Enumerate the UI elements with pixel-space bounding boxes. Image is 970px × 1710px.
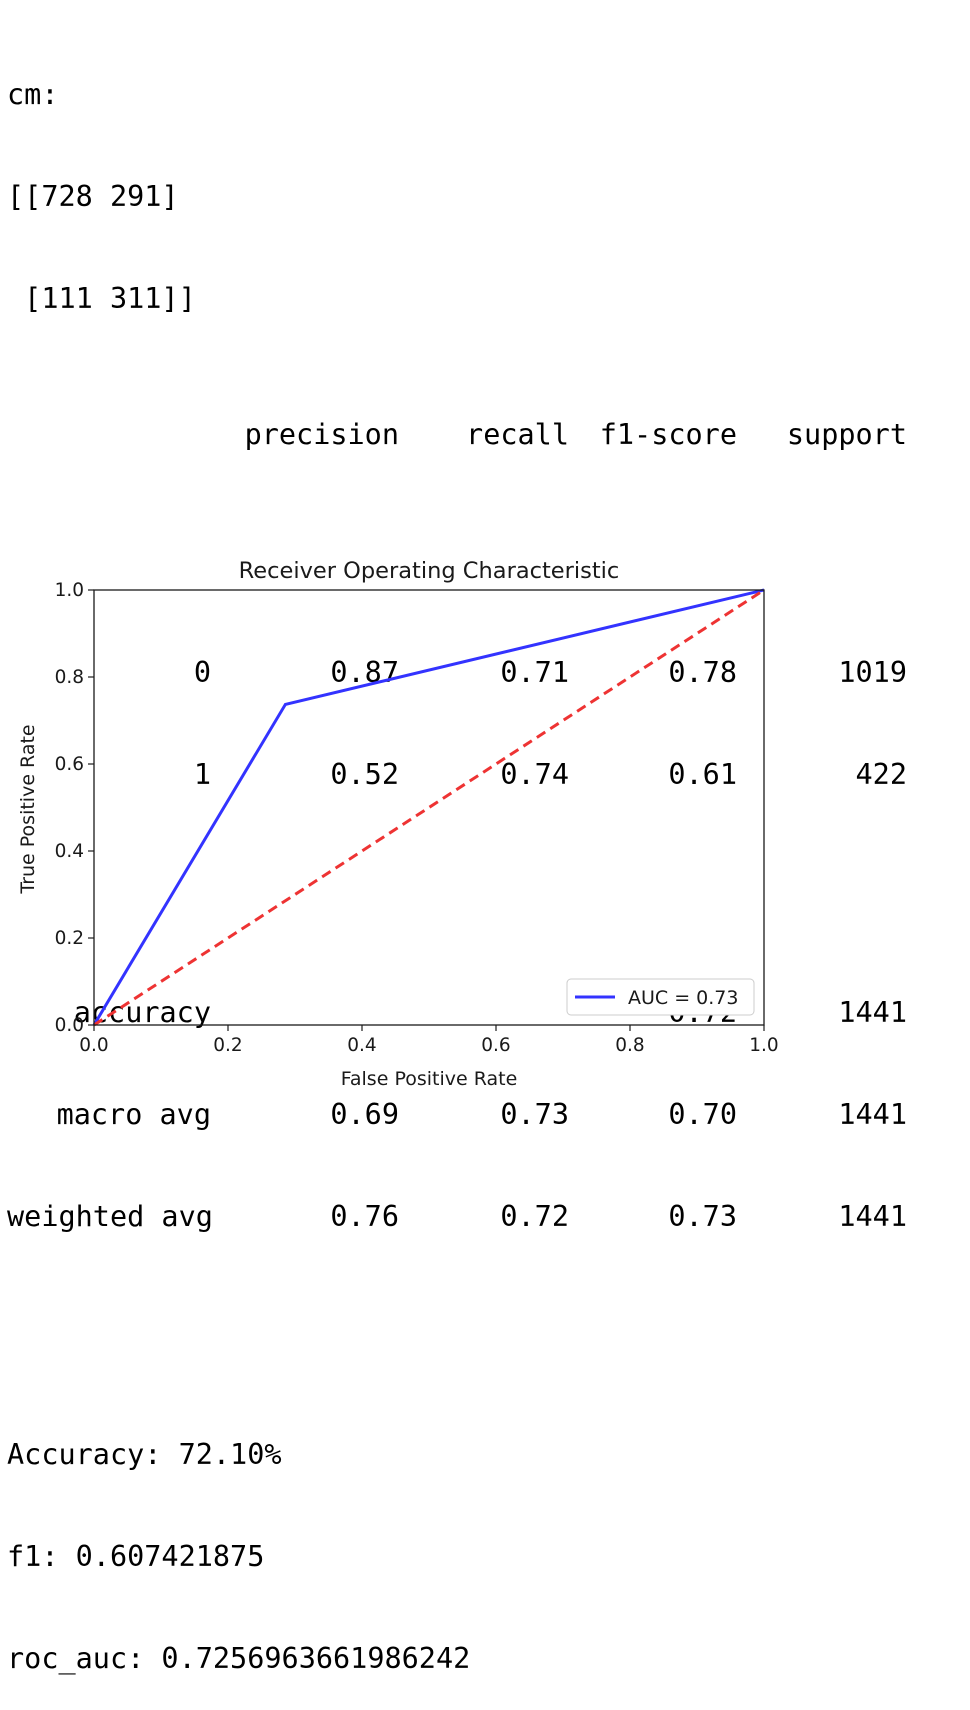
row-support: 1441 xyxy=(838,996,907,1029)
y-tick-label: 1.0 xyxy=(55,580,84,601)
blank-line xyxy=(7,1302,947,1336)
row-f1: 0.73 xyxy=(668,1200,737,1233)
report-header-support: support xyxy=(786,418,907,451)
accuracy-line: Accuracy: 72.10% xyxy=(7,1438,282,1471)
row-precision: 0.87 xyxy=(330,656,399,689)
row-f1: 0.78 xyxy=(668,656,737,689)
cm-label: cm: xyxy=(7,78,59,111)
row-recall: 0.74 xyxy=(500,758,569,791)
report-row-macro-avg: macro avg 0.69 0.73 0.70 1441 xyxy=(7,1098,947,1132)
roc-curve-line xyxy=(92,588,765,1026)
row-support: 1441 xyxy=(838,1200,907,1233)
y-tick-label: 0.8 xyxy=(55,667,84,688)
cm-row-2: [111 311]] xyxy=(7,282,196,315)
row-precision: 0.52 xyxy=(330,758,399,791)
y-ticks: 0.0 0.2 0.4 0.6 0.8 1.0 xyxy=(55,580,94,1036)
y-tick-label: 0.0 xyxy=(55,1015,84,1036)
roc-auc-line: roc_auc: 0.7256963661986242 xyxy=(7,1642,471,1675)
row-f1: 0.61 xyxy=(668,758,737,791)
row-label: 0 xyxy=(193,656,211,689)
row-label: weighted avg xyxy=(7,1200,213,1233)
row-label: 1 xyxy=(193,758,211,791)
row-recall: 0.72 xyxy=(500,1200,569,1233)
cm-row-1: [[728 291] xyxy=(7,180,179,213)
report-row-weighted-avg: weighted avg 0.76 0.72 0.73 1441 xyxy=(7,1200,947,1234)
row-recall: 0.73 xyxy=(500,1098,569,1131)
x-tick-label: 0.4 xyxy=(347,1035,376,1056)
report-header-row: precision recall f1-score support xyxy=(7,418,947,452)
x-tick-label: 0.2 xyxy=(213,1035,242,1056)
report-row-class-1: 1 0.52 0.74 0.61 422 xyxy=(7,758,947,792)
x-ticks: 0.0 0.2 0.4 0.6 0.8 1.0 xyxy=(79,1025,779,1056)
x-tick-label: 1.0 xyxy=(749,1035,778,1056)
row-support: 1019 xyxy=(838,656,907,689)
series-layer xyxy=(92,588,765,1027)
y-axis-label: True Positive Rate xyxy=(17,724,39,894)
chart-title: Receiver Operating Characteristic xyxy=(239,558,620,584)
legend-label: AUC = 0.73 xyxy=(628,987,738,1009)
y-tick-label: 0.2 xyxy=(55,928,84,949)
row-precision: 0.69 xyxy=(330,1098,399,1131)
report-header-f1: f1-score xyxy=(599,418,737,451)
row-precision: 0.76 xyxy=(330,1200,399,1233)
plot-frame xyxy=(93,589,765,1026)
y-tick-label: 0.4 xyxy=(55,841,84,862)
report-row-class-0: 0 0.87 0.71 0.78 1019 xyxy=(7,656,947,690)
f1-line: f1: 0.607421875 xyxy=(7,1540,265,1573)
x-tick-label: 0.0 xyxy=(79,1035,108,1056)
x-tick-label: 0.8 xyxy=(615,1035,644,1056)
row-label: macro avg xyxy=(56,1098,211,1131)
legend-box xyxy=(566,978,755,1016)
row-recall: 0.71 xyxy=(500,656,569,689)
legend: AUC = 0.73 xyxy=(566,978,755,1016)
x-tick-label: 0.6 xyxy=(481,1035,510,1056)
row-support: 422 xyxy=(855,758,907,791)
report-header-recall: recall xyxy=(466,418,569,451)
x-axis-label: False Positive Rate xyxy=(341,1068,518,1090)
report-header-precision: precision xyxy=(244,418,399,451)
row-support: 1441 xyxy=(838,1098,907,1131)
row-f1: 0.70 xyxy=(668,1098,737,1131)
y-tick-label: 0.6 xyxy=(55,754,84,775)
roc-chart: Receiver Operating Characteristic False … xyxy=(17,558,779,1090)
chance-diagonal-line xyxy=(93,588,765,1027)
